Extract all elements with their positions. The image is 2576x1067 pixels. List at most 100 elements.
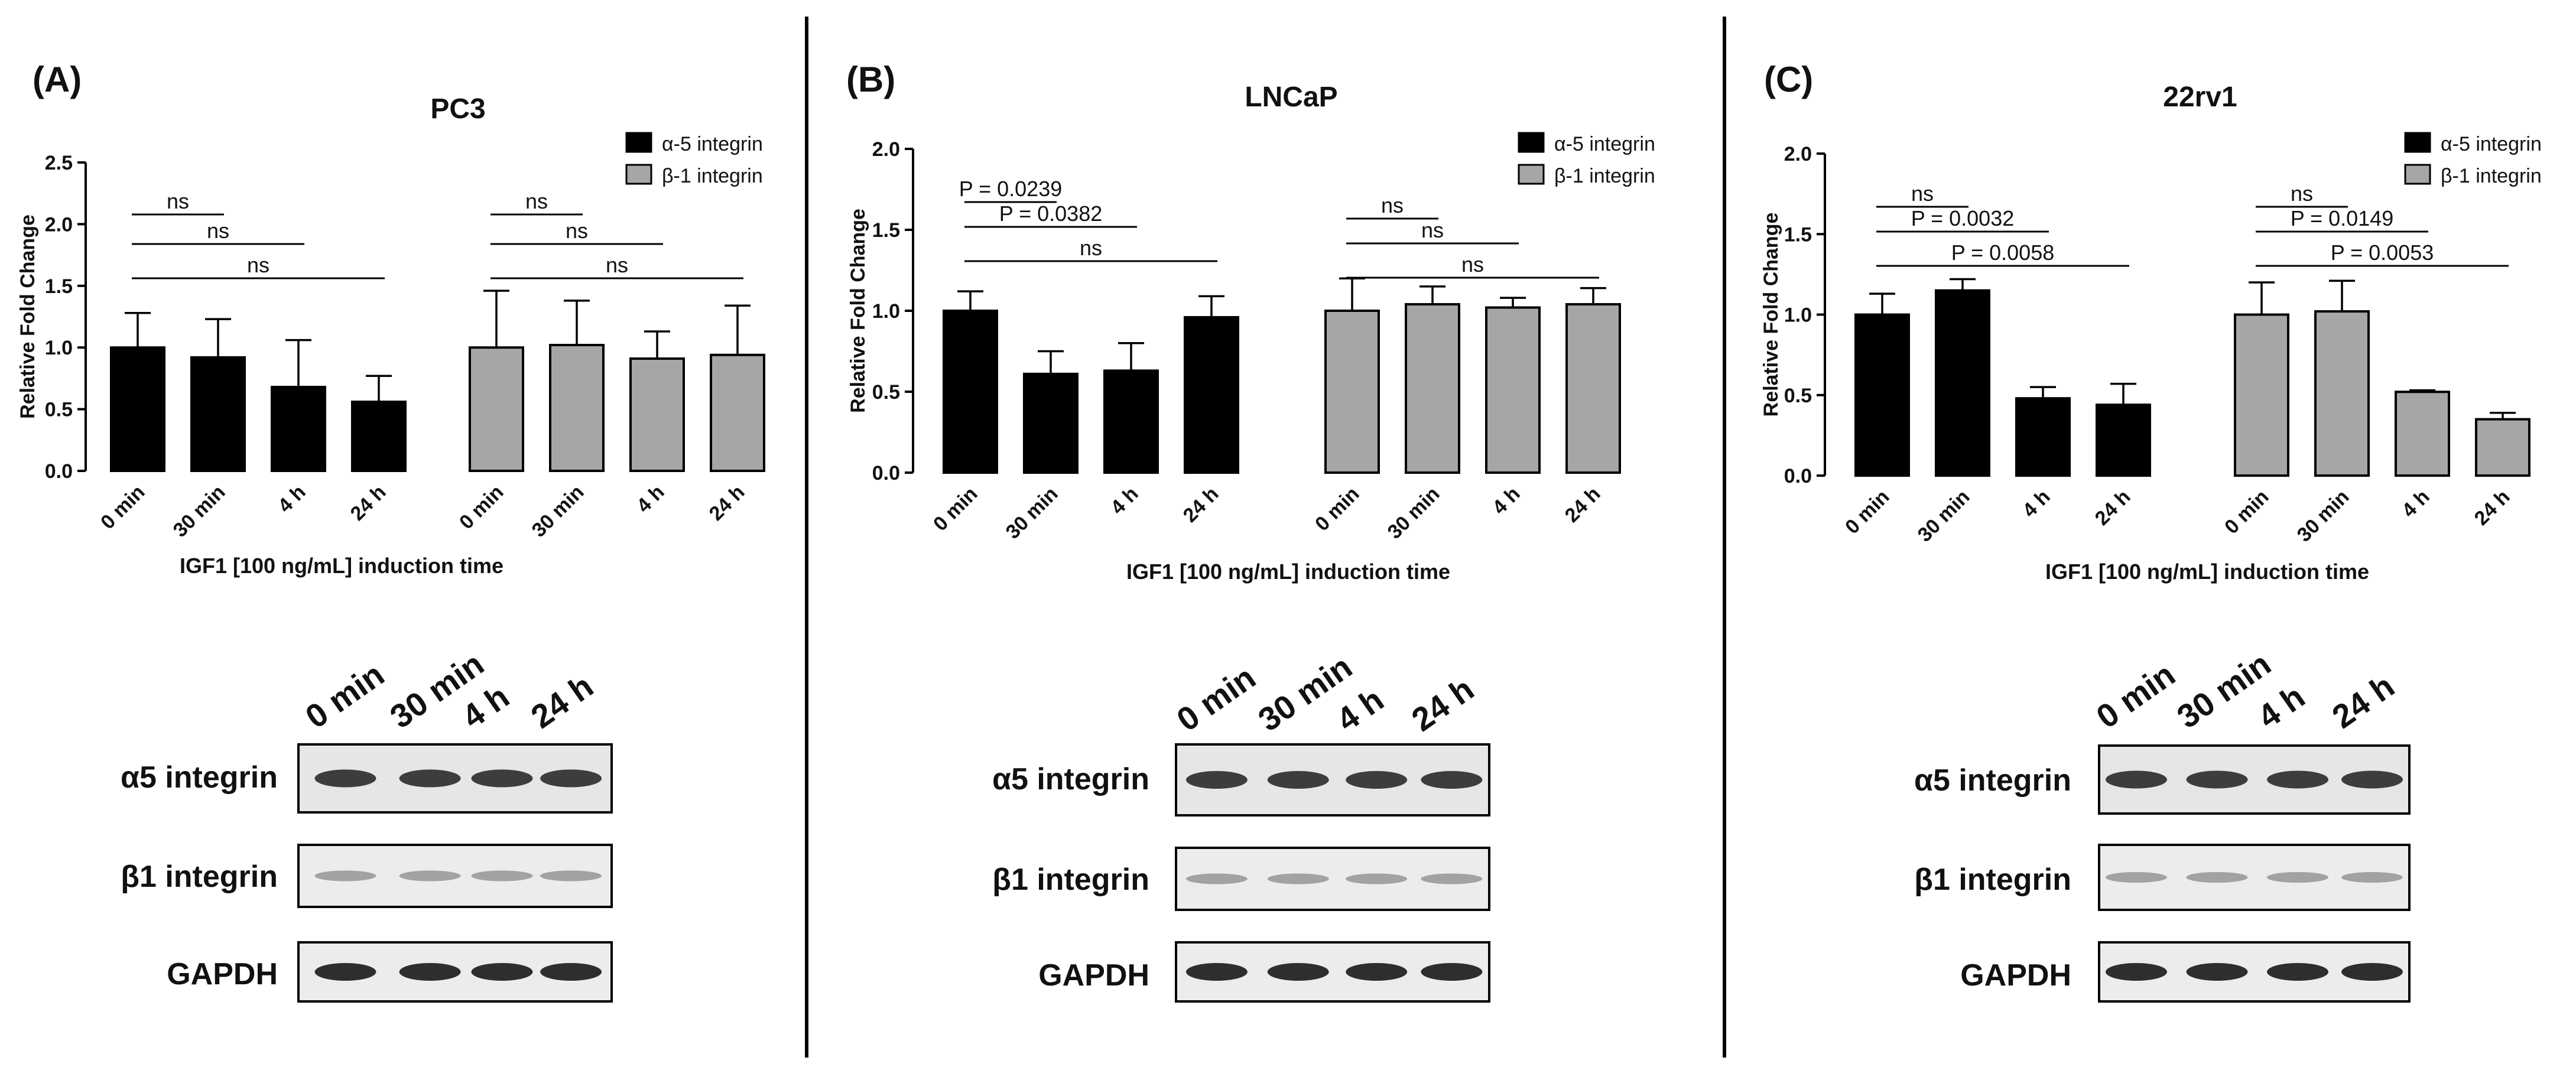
legend-label: β-1 integrin bbox=[2441, 165, 2542, 187]
bar-alpha5 bbox=[1184, 315, 1239, 474]
x-tick-label: 24 h bbox=[346, 481, 391, 525]
y-tick-label: 2.0 bbox=[1784, 143, 1812, 165]
blot-band bbox=[540, 870, 602, 881]
bar-beta1 bbox=[1565, 303, 1621, 474]
x-tick-label: 0 min bbox=[1311, 483, 1364, 536]
blot-row-label: β1 integrin bbox=[992, 863, 1149, 897]
significance-label: ns bbox=[1421, 218, 1444, 242]
bar-alpha5 bbox=[190, 356, 246, 472]
bar-beta1 bbox=[2314, 310, 2370, 477]
x-tick-label: 0 min bbox=[2220, 486, 2273, 539]
blot-band bbox=[2186, 963, 2248, 981]
significance-label: ns bbox=[2291, 181, 2313, 206]
x-tick-label: 30 min bbox=[528, 481, 589, 542]
x-tick-label: 24 h bbox=[2470, 486, 2515, 530]
significance-label: ns bbox=[1080, 236, 1102, 260]
bar-beta1 bbox=[1324, 310, 1380, 474]
blot-row-label: GAPDH bbox=[167, 957, 278, 991]
blot-band bbox=[399, 870, 461, 881]
blot-row-label: α5 integrin bbox=[992, 762, 1149, 796]
blot-lane-label: 24 h bbox=[1405, 670, 1480, 739]
bar-beta1 bbox=[549, 344, 605, 472]
y-tick-label: 0.5 bbox=[45, 399, 73, 421]
y-tick-label: 2.0 bbox=[45, 213, 73, 236]
legend-label: β-1 integrin bbox=[662, 165, 763, 187]
blot-band bbox=[2267, 963, 2328, 981]
bar-alpha5 bbox=[2015, 397, 2071, 477]
blot-row-label: β1 integrin bbox=[121, 860, 278, 894]
y-axis-label: Relative Fold Change bbox=[17, 214, 39, 419]
blot-lane-label: 30 min bbox=[2170, 645, 2277, 735]
bar-alpha5 bbox=[1935, 289, 1990, 477]
bar-beta1 bbox=[2234, 313, 2289, 477]
legend-label: α-5 integrin bbox=[2441, 133, 2542, 155]
blot-band bbox=[471, 963, 533, 981]
blot-band bbox=[1421, 963, 1483, 981]
significance-label: ns bbox=[167, 189, 189, 213]
x-tick-label: 0 min bbox=[96, 481, 150, 534]
bar-beta1 bbox=[1405, 303, 1460, 474]
significance-label: P = 0.0032 bbox=[1911, 206, 2015, 230]
blot-band bbox=[2106, 872, 2167, 883]
x-axis-label: IGF1 [100 ng/mL] induction time bbox=[180, 554, 503, 578]
x-axis-label: IGF1 [100 ng/mL] induction time bbox=[2045, 559, 2369, 584]
panel-label: (C) bbox=[1764, 60, 1813, 99]
x-tick-label: 0 min bbox=[1841, 486, 1894, 539]
blot-band bbox=[1346, 873, 1408, 884]
x-tick-label: 24 h bbox=[705, 481, 749, 525]
significance-label: ns bbox=[1911, 181, 1934, 206]
y-axis-label: Relative Fold Change bbox=[1760, 213, 1782, 417]
bar-beta1 bbox=[629, 357, 685, 472]
legend-swatch bbox=[2404, 132, 2431, 153]
blot-band bbox=[314, 963, 376, 981]
x-tick-label: 30 min bbox=[2293, 486, 2354, 546]
blot-band bbox=[2186, 872, 2248, 883]
blot-band bbox=[2106, 963, 2167, 981]
x-tick-label: 30 min bbox=[1383, 483, 1444, 544]
blot-band bbox=[1185, 963, 1248, 981]
y-tick-label: 0.0 bbox=[1784, 465, 1812, 487]
blot-band bbox=[2341, 963, 2403, 981]
x-tick-label: 0 min bbox=[929, 483, 982, 536]
significance-label: ns bbox=[1461, 252, 1484, 276]
blot-lane-label: 24 h bbox=[2325, 667, 2401, 736]
x-tick-label: 24 h bbox=[1179, 483, 1223, 527]
y-tick-label: 2.0 bbox=[872, 138, 900, 161]
x-axis-label: IGF1 [100 ng/mL] induction time bbox=[1126, 559, 1450, 584]
bar-alpha5 bbox=[2096, 404, 2151, 477]
x-tick-label: 0 min bbox=[455, 481, 508, 534]
significance-label: ns bbox=[247, 253, 269, 277]
blot-lane-label: 0 min bbox=[2090, 655, 2182, 736]
x-tick-label: 4 h bbox=[2398, 486, 2434, 522]
legend-label: α-5 integrin bbox=[1554, 133, 1655, 155]
blot-band bbox=[471, 870, 533, 881]
bar-alpha5 bbox=[1103, 369, 1159, 474]
blot-band bbox=[1185, 873, 1248, 884]
blot-band bbox=[540, 769, 602, 788]
blot-lane-label: 0 min bbox=[1170, 658, 1262, 739]
bar-beta1 bbox=[1485, 306, 1541, 474]
blot-band bbox=[2267, 872, 2328, 883]
y-tick-label: 1.5 bbox=[45, 275, 73, 298]
blot-band bbox=[399, 963, 461, 981]
y-axis-label: Relative Fold Change bbox=[847, 209, 869, 413]
blot-row-label: β1 integrin bbox=[1914, 863, 2071, 897]
significance-label: P = 0.0382 bbox=[999, 201, 1103, 226]
bar-beta1 bbox=[2395, 391, 2450, 477]
blot-row-label: GAPDH bbox=[1038, 958, 1149, 993]
blot-band bbox=[1346, 963, 1408, 981]
blot-row-label: GAPDH bbox=[1960, 958, 2071, 993]
blot-band bbox=[1267, 771, 1329, 789]
panel-3: (C) 22rv1 0.0 0.5 1.0 1.5 2.0 Relative Fold Cha… bbox=[1760, 60, 2542, 1003]
significance-label: ns bbox=[1381, 193, 1404, 217]
bar-beta1 bbox=[469, 346, 524, 473]
y-tick-label: 1.5 bbox=[872, 219, 900, 242]
x-tick-label: 4 h bbox=[1488, 483, 1525, 519]
significance-label: P = 0.0239 bbox=[959, 177, 1063, 201]
blot-lane-label: 24 h bbox=[524, 667, 600, 736]
significance-label: P = 0.0058 bbox=[1951, 240, 2055, 265]
x-tick-label: 30 min bbox=[169, 481, 230, 542]
blot-row-label: α5 integrin bbox=[1914, 763, 2071, 798]
bar-alpha5 bbox=[351, 401, 407, 473]
